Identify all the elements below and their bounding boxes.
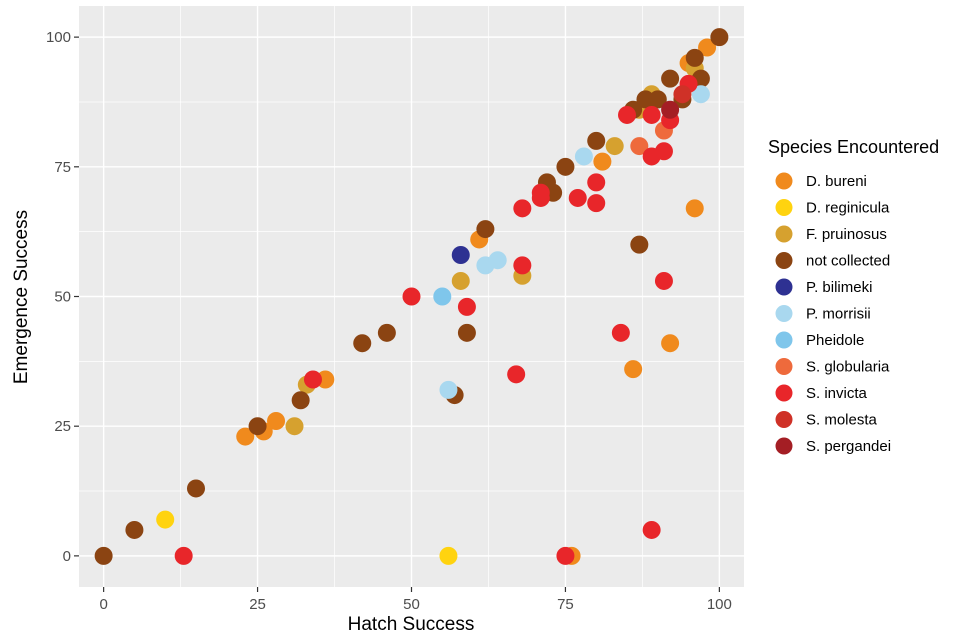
x-tick-label: 25 <box>249 596 266 613</box>
point-s-invicta <box>642 520 661 539</box>
point-d-reginicula <box>439 546 458 565</box>
point-s-invicta <box>513 199 532 218</box>
legend-label-p-bilimeki: P. bilimeki <box>806 279 872 296</box>
point-not-collected <box>661 69 680 88</box>
legend-label-f-pruinosus: F. pruinosus <box>806 226 887 243</box>
point-not-collected <box>556 157 575 176</box>
point-d-bureni <box>267 412 286 430</box>
point-s-invicta <box>654 271 673 290</box>
legend-label-pheidole: Pheidole <box>806 332 864 349</box>
point-s-invicta <box>587 194 606 213</box>
point-s-pergandei <box>661 100 680 119</box>
point-pheidole <box>433 287 452 306</box>
y-tick-label: 75 <box>54 159 71 176</box>
point-not-collected <box>476 220 495 239</box>
legend-title: Species Encountered <box>768 137 939 157</box>
legend-key-s-globularia <box>775 358 793 375</box>
point-not-collected <box>248 417 267 436</box>
point-not-collected <box>648 90 667 109</box>
point-f-pruinosus <box>451 271 470 290</box>
y-tick-label: 0 <box>63 548 71 565</box>
legend-key-not-collected <box>775 252 793 269</box>
legend-key-d-bureni <box>775 172 793 190</box>
x-tick-label: 75 <box>557 596 574 613</box>
point-s-invicta <box>654 142 673 161</box>
point-not-collected <box>587 131 606 150</box>
y-axis-title: Emergence Success <box>11 210 32 384</box>
legend-label-d-bureni: D. bureni <box>806 173 867 190</box>
point-p-morrisii <box>439 380 458 399</box>
legend-label-s-pergandei: S. pergandei <box>806 438 891 455</box>
point-not-collected <box>685 48 704 67</box>
point-not-collected <box>636 90 655 109</box>
point-not-collected <box>457 323 476 342</box>
legend-key-s-molesta <box>775 411 793 428</box>
legend-label-not-collected: not collected <box>806 253 890 270</box>
point-s-globularia <box>630 137 649 156</box>
point-d-bureni <box>316 370 335 389</box>
y-tick-label: 100 <box>46 29 71 46</box>
legend-key-p-morrisii <box>775 305 793 322</box>
point-s-invicta <box>568 188 587 207</box>
point-d-bureni <box>624 360 643 379</box>
point-s-invicta <box>457 297 476 316</box>
point-d-bureni <box>236 427 255 446</box>
point-f-pruinosus <box>285 417 304 436</box>
y-tick-label: 25 <box>54 418 71 435</box>
point-s-invicta <box>303 370 322 389</box>
point-p-morrisii <box>691 85 710 104</box>
point-s-invicta <box>642 105 661 124</box>
point-s-invicta <box>402 287 421 306</box>
point-not-collected <box>125 520 144 539</box>
point-d-bureni <box>685 199 704 218</box>
x-tick-label: 100 <box>707 596 732 613</box>
point-s-invicta <box>556 546 575 565</box>
y-axis-ticks: 0 25 50 75 100 <box>46 29 79 565</box>
point-s-invicta <box>618 105 637 124</box>
x-axis-ticks: 0 25 50 75 100 <box>99 587 732 613</box>
point-s-invicta <box>507 365 526 384</box>
point-d-bureni <box>593 152 612 171</box>
legend: Species Encountered D. bureni D. reginicu… <box>768 137 939 455</box>
point-s-invicta <box>174 546 193 565</box>
point-s-invicta <box>513 256 532 275</box>
point-p-morrisii <box>574 147 593 166</box>
point-not-collected <box>377 323 396 342</box>
legend-label-p-morrisii: P. morrisii <box>806 306 871 323</box>
x-tick-label: 50 <box>403 596 420 613</box>
point-not-collected <box>353 334 372 353</box>
point-d-bureni <box>698 38 717 57</box>
x-tick-label: 0 <box>99 596 107 613</box>
point-d-reginicula <box>156 510 175 529</box>
point-not-collected <box>94 546 113 565</box>
legend-key-pheidole <box>775 331 793 349</box>
legend-key-f-pruinosus <box>775 225 793 243</box>
legend-key-s-invicta <box>775 384 793 402</box>
point-not-collected <box>710 28 729 47</box>
y-tick-label: 50 <box>54 289 71 306</box>
point-not-collected <box>630 235 649 254</box>
point-s-molesta <box>673 85 692 104</box>
legend-label-d-reginicula: D. reginicula <box>806 200 890 217</box>
legend-key-p-bilimeki <box>775 278 793 296</box>
legend-key-s-pergandei <box>775 437 793 455</box>
data-points <box>94 28 729 565</box>
legend-key-d-reginicula <box>775 199 793 216</box>
point-s-invicta <box>531 183 550 202</box>
point-p-morrisii <box>488 251 507 270</box>
point-s-invicta <box>611 323 630 342</box>
x-axis-title: Hatch Success <box>348 614 475 635</box>
point-p-bilimeki <box>451 246 470 264</box>
legend-label-s-invicta: S. invicta <box>806 385 868 402</box>
legend-label-s-molesta: S. molesta <box>806 412 878 429</box>
point-not-collected <box>291 391 310 410</box>
point-s-invicta <box>587 173 606 192</box>
point-not-collected <box>186 479 205 498</box>
legend-label-s-globularia: S. globularia <box>806 359 890 376</box>
point-f-pruinosus <box>605 137 624 156</box>
point-d-bureni <box>661 334 680 353</box>
